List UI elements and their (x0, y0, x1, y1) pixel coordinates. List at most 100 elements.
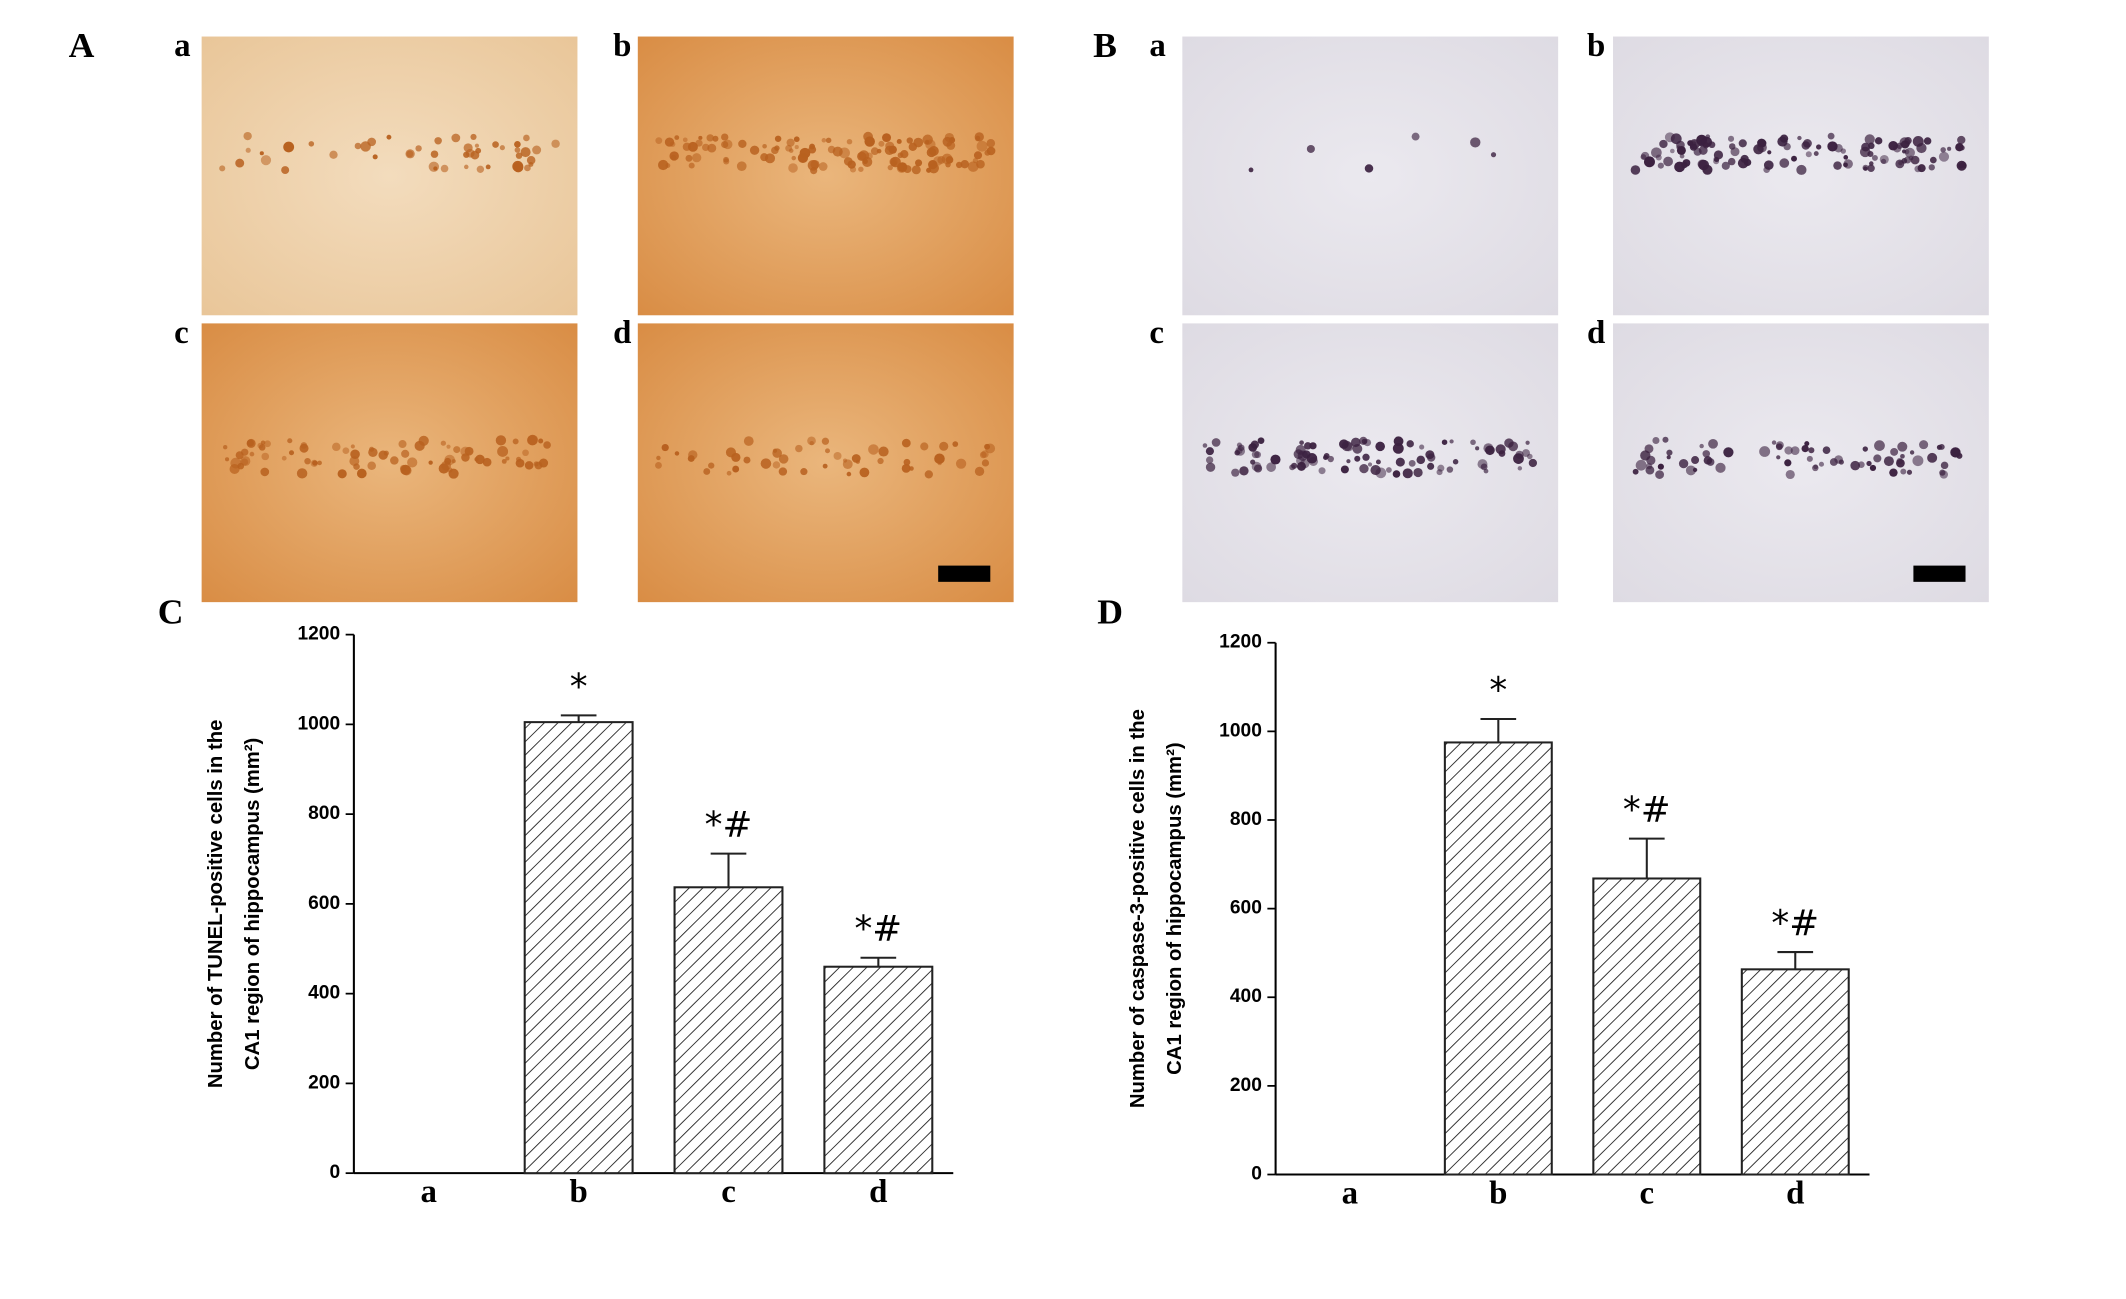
stained-cell (1859, 146, 1871, 158)
y-tick-label: 1000 (1219, 720, 1262, 741)
micrographs (201, 36, 1989, 603)
stained-cell (903, 458, 911, 466)
stained-cell (822, 463, 828, 469)
stained-cell (1525, 440, 1530, 445)
stained-cell (878, 140, 885, 147)
stained-cell (974, 466, 985, 477)
stained-cell (1938, 444, 1945, 450)
stained-cell (1801, 444, 1809, 453)
x-tick-label: a (1342, 1176, 1358, 1212)
stained-cell (706, 134, 714, 142)
stained-cell (1715, 462, 1726, 473)
stained-cell (926, 147, 937, 158)
stained-cell (967, 161, 979, 172)
stained-cell (1702, 450, 1711, 458)
stained-cell (778, 467, 788, 476)
stained-cell (1806, 455, 1813, 462)
stained-cell (485, 164, 491, 170)
stained-cell (1475, 446, 1480, 451)
micrograph (1613, 36, 1989, 316)
stained-cell (900, 150, 909, 159)
stained-cell (1635, 459, 1647, 471)
stained-cell (1270, 454, 1281, 465)
y-tick-label: 0 (1251, 1164, 1262, 1185)
stained-cell (350, 444, 355, 449)
stained-cell (846, 138, 853, 145)
stained-cell (354, 142, 362, 150)
stained-cell (698, 135, 703, 140)
stained-cell (1850, 460, 1861, 471)
bar (1740, 968, 1850, 1176)
stained-cell (522, 449, 529, 457)
stained-cell (1785, 469, 1795, 480)
stained-cell (312, 460, 318, 466)
stained-cell (241, 448, 249, 456)
stained-cell (1231, 468, 1240, 477)
stained-cell (440, 164, 449, 173)
stained-cell (1452, 459, 1459, 465)
stained-cell (474, 143, 480, 148)
stained-cell (1495, 444, 1506, 455)
stained-cell (1898, 160, 1903, 166)
stained-cell (821, 437, 830, 445)
stained-cell (1873, 454, 1882, 463)
stained-cell (1917, 164, 1926, 173)
stained-cell (434, 137, 442, 145)
stained-cell (1416, 455, 1426, 465)
stained-cell (809, 440, 814, 446)
stained-cell (1441, 439, 1448, 445)
stained-cell (984, 443, 991, 450)
stained-cell (1727, 157, 1736, 166)
stained-cell (1827, 132, 1835, 140)
stained-cell (367, 461, 376, 471)
stained-cell (1784, 446, 1793, 455)
stained-cell (1266, 462, 1276, 472)
subpanel-label: d (1587, 315, 1605, 351)
stained-cell (772, 448, 782, 458)
stained-cell (788, 163, 798, 173)
stained-cell (1346, 459, 1351, 464)
stained-cell (1248, 167, 1254, 173)
stained-cell (1392, 443, 1404, 454)
stained-cell (1436, 469, 1443, 476)
stained-cell (749, 145, 760, 155)
stained-cell (1528, 458, 1538, 468)
stained-cell (304, 457, 311, 465)
stained-cell (1678, 459, 1689, 469)
stained-cell (1740, 154, 1749, 163)
stained-cell (1297, 450, 1309, 461)
stained-cell (986, 139, 996, 148)
stained-cell (249, 451, 255, 457)
stained-cell (1339, 439, 1349, 449)
stained-cell (774, 145, 780, 151)
x-tick-label: c (1639, 1176, 1654, 1212)
stained-cell (219, 165, 226, 172)
stained-cell (1685, 465, 1696, 476)
stained-cell (1470, 439, 1476, 446)
stained-cell (551, 139, 560, 148)
subpanel-label: c (1149, 315, 1164, 351)
annotation: *# (705, 805, 753, 846)
stained-cell (973, 151, 983, 160)
stained-cell (870, 147, 879, 156)
annotation: * (1489, 670, 1507, 711)
stained-cell (512, 438, 519, 445)
stained-cell (1763, 166, 1770, 174)
bar (1592, 877, 1702, 1176)
bar (1443, 741, 1553, 1176)
stained-cell (1723, 447, 1734, 458)
x-tick-label: d (1786, 1176, 1804, 1212)
stained-cell (692, 153, 702, 163)
stained-cell (367, 137, 377, 147)
stained-cell (864, 136, 875, 147)
stained-cell (281, 166, 290, 175)
stained-cell (240, 456, 251, 467)
stained-cell (1957, 135, 1966, 145)
stained-cell (1791, 155, 1797, 162)
stained-cell (1527, 453, 1533, 460)
stained-cell (941, 153, 953, 165)
stained-cell (512, 160, 524, 172)
stained-cell (1708, 439, 1718, 449)
stained-cell (674, 135, 680, 140)
